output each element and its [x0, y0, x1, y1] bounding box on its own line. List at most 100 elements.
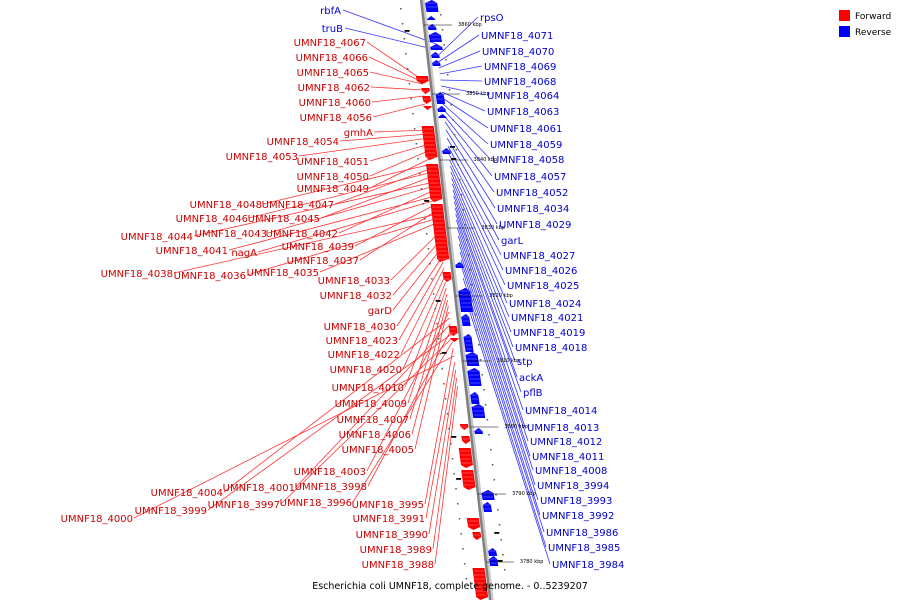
reverse-gene-label: UMNF18_4011 [532, 452, 604, 463]
backbone-dot [429, 263, 431, 265]
reverse-gene-label: UMNF18_4061 [490, 124, 562, 135]
legend-forward-label: Forward [855, 12, 891, 22]
reverse-leader-line [440, 85, 486, 96]
backbone-dot [403, 38, 406, 40]
forward-gene-label: UMNF18_4050 [297, 172, 369, 183]
forward-gene-label: UMNF18_4009 [335, 399, 407, 410]
forward-gene-label: UMNF18_4001 [223, 483, 295, 494]
forward-gene-label: UMNF18_4032 [320, 291, 392, 302]
genome-caption: Escherichia coli UMNF18, complete genome… [312, 581, 588, 592]
backbone-dot [412, 113, 414, 115]
forward-leader-line [246, 217, 439, 276]
forward-leader-line [339, 133, 429, 142]
backbone-dot [456, 503, 459, 505]
forward-gene-label: UMNF18_3996 [280, 498, 352, 509]
forward-gene-label: UMNF18_4056 [300, 113, 372, 124]
forward-leader-line [352, 341, 453, 503]
forward-gene-label: UMNF18_4030 [324, 322, 396, 333]
forward-leader-line [373, 129, 429, 133]
reverse-gene-feature [470, 392, 480, 404]
backbone-dot [405, 53, 407, 55]
forward-gene-label: UMNF18_4042 [266, 229, 338, 240]
backbone-dot [488, 434, 490, 436]
backbone-dot [478, 344, 480, 346]
forward-leader-line [398, 261, 444, 341]
reverse-leader-line [437, 16, 479, 57]
forward-leader-line [372, 103, 426, 118]
forward-leader-line [400, 267, 445, 355]
forward-leader-line [298, 137, 430, 157]
reverse-leader-line [450, 171, 508, 304]
backbone-dot [467, 254, 470, 256]
reverse-gene-feature [438, 114, 447, 118]
reverse-gene-feature [458, 288, 474, 312]
reverse-gene-feature [442, 148, 451, 154]
reverse-gene-feature [465, 352, 480, 366]
reverse-gene-label: UMNF18_4058 [492, 155, 564, 166]
reverse-leader-line [462, 277, 545, 533]
scale-tick-label: 3840 kbp [474, 157, 498, 163]
forward-gene-feature [461, 436, 471, 444]
reverse-gene-feature [431, 52, 440, 58]
forward-leader-line [223, 317, 450, 493]
backbone-dot [451, 458, 454, 460]
reverse-gene-label: UMNF18_4014 [525, 406, 597, 417]
backbone-dash [451, 158, 457, 160]
reverse-gene-label: UMNF18_4069 [484, 62, 556, 73]
legend: Forward Reverse [839, 10, 892, 38]
forward-gene-feature [426, 164, 443, 202]
reverse-leader-line [465, 297, 551, 565]
backbone-dot [400, 8, 402, 10]
reverse-gene-feature [467, 368, 482, 386]
reverse-leader-line [442, 103, 489, 145]
forward-gene-label: UMNF18_4022 [328, 350, 400, 361]
reverse-leader-line [445, 129, 496, 209]
forward-leader-line [280, 337, 453, 505]
reverse-gene-feature [481, 490, 495, 500]
forward-gene-feature [472, 532, 482, 540]
forward-gene-label: UMNF18_4005 [342, 445, 414, 456]
forward-leader-line [428, 369, 457, 535]
forward-gene-label: UMNF18_4066 [296, 53, 368, 64]
forward-leader-line [267, 185, 435, 234]
reverse-leader-line [454, 201, 518, 378]
reverse-gene-label: stp [517, 357, 532, 368]
forward-gene-label: nagA [231, 248, 257, 259]
backbone-dot [440, 14, 442, 16]
forward-gene-feature [423, 106, 432, 110]
backbone-dot [410, 98, 412, 100]
forward-gene-feature [415, 76, 429, 84]
reverse-leader-line [442, 97, 489, 129]
forward-gene-label: UMNF18_4044 [121, 232, 193, 243]
reverse-gene-label: UMNF18_4025 [507, 281, 579, 292]
reverse-leader-line [444, 115, 493, 177]
reverse-gene-label: UMNF18_4034 [497, 204, 569, 215]
forward-gene-label: UMNF18_4037 [287, 256, 359, 267]
backbone-dot [441, 368, 443, 370]
backbone-dot [479, 359, 482, 361]
forward-gene-label: UMNF18_4020 [330, 365, 402, 376]
forward-leader-line [338, 189, 436, 234]
reverse-leader-line [449, 165, 506, 286]
scale-tick-label: 3850 kbp [466, 91, 490, 97]
scale-tick-label: 3860 kbp [458, 22, 482, 28]
backbone-dot [495, 494, 497, 496]
backbone-dash [451, 436, 457, 438]
reverse-gene-label: UMNF18_4064 [487, 91, 559, 102]
forward-gene-feature [458, 448, 473, 468]
reverse-gene-label: UMNF18_4021 [511, 313, 583, 324]
reverse-leader-line [443, 109, 491, 160]
reverse-leader-line [454, 207, 522, 393]
scale-tick-label: 3780 kbp [520, 559, 544, 565]
reverse-leader-line [457, 235, 531, 457]
reverse-leader-line [446, 137, 498, 225]
reverse-gene-label: rbfA [320, 6, 341, 17]
legend-forward-swatch [839, 10, 850, 21]
forward-gene-feature [448, 326, 458, 336]
forward-leader-line [366, 311, 450, 472]
forward-leader-line [369, 149, 431, 177]
backbone-dot [460, 194, 463, 196]
forward-leader-line [432, 377, 458, 550]
reverse-gene-label: UMNF18_4026 [505, 266, 577, 277]
